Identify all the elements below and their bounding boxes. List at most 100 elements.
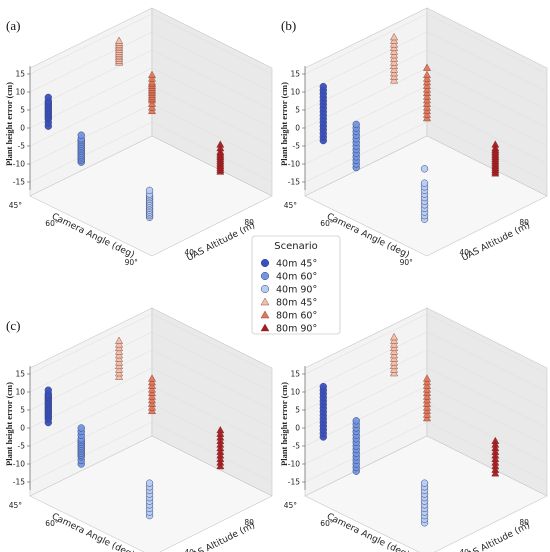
- legend-box: [251, 235, 341, 335]
- data-point: [148, 381, 156, 389]
- data-point: [491, 143, 500, 152]
- data-point: [423, 395, 431, 404]
- y-tick-label: 40: [184, 548, 194, 552]
- data-point: [390, 47, 398, 55]
- data-point: [390, 36, 398, 44]
- z-gridline: [29, 67, 273, 129]
- x-tick-label: 45°: [284, 501, 298, 510]
- data-point: [148, 385, 156, 393]
- data-point: [420, 165, 429, 173]
- data-point: [148, 403, 156, 411]
- data-point: [423, 106, 431, 115]
- z-gridline: [304, 349, 548, 411]
- data-point: [390, 76, 398, 84]
- data-point: [390, 43, 398, 51]
- data-point: [420, 179, 429, 187]
- data-point: [216, 454, 225, 463]
- data-point: [216, 458, 225, 466]
- z-tick-label: 0: [20, 424, 25, 433]
- y-tick-label: 40: [184, 248, 194, 257]
- z-gridline: [304, 121, 548, 183]
- data-point: [423, 81, 431, 89]
- legend-title: Scenario: [274, 241, 317, 252]
- z-gridline: [29, 421, 273, 483]
- data-point: [423, 74, 431, 82]
- z-tick-label: 0: [295, 424, 300, 433]
- data-point: [115, 336, 123, 344]
- data-point: [390, 50, 398, 59]
- data-point: [491, 465, 500, 473]
- data-point: [216, 140, 225, 148]
- data-point: [423, 95, 431, 104]
- x-tick-label: 45°: [9, 201, 23, 210]
- data-point: [423, 77, 431, 86]
- data-point: [491, 469, 500, 477]
- z-axis-title: Plant height error (cm): [4, 82, 14, 166]
- legend-marker-triangle: [260, 323, 270, 332]
- z-tick-label: -15: [288, 178, 300, 187]
- data-point: [216, 436, 225, 445]
- data-point: [390, 54, 398, 62]
- data-point: [423, 70, 431, 79]
- data-point: [491, 436, 500, 445]
- data-point: [390, 365, 398, 373]
- legend-label: 40m 45°: [276, 259, 317, 270]
- data-point: [390, 40, 398, 48]
- data-point: [115, 358, 123, 366]
- z-tick-label: -10: [13, 460, 25, 469]
- data-point: [491, 440, 500, 448]
- z-gridline: [304, 313, 548, 375]
- data-point: [390, 68, 398, 77]
- legend-label: 40m 60°: [276, 272, 317, 283]
- legend-label: 80m 90°: [276, 324, 317, 335]
- data-point: [115, 368, 123, 377]
- z-tick-label: -15: [13, 478, 25, 487]
- data-point: [352, 417, 360, 425]
- data-point: [423, 413, 431, 422]
- data-point: [423, 92, 431, 100]
- z-tick-label: -15: [13, 178, 25, 187]
- z-gridline: [304, 31, 548, 93]
- data-point: [390, 347, 398, 355]
- data-point: [148, 106, 156, 115]
- z-tick-label: -10: [288, 160, 300, 169]
- legend-marker-triangle: [260, 297, 270, 306]
- z-axis-title: Plant height error (cm): [279, 82, 289, 166]
- y-tick-label: 80: [519, 218, 529, 227]
- data-point: [423, 403, 431, 411]
- data-point: [491, 458, 500, 466]
- z-gridline: [304, 421, 548, 483]
- z-gridline: [29, 49, 273, 111]
- data-point: [115, 36, 123, 44]
- x-tick-label: 90°: [400, 258, 414, 267]
- data-point: [423, 63, 431, 71]
- panel-label: (b): [281, 18, 296, 33]
- panel-label: (a): [6, 18, 20, 33]
- data-point: [491, 140, 500, 148]
- z-gridline: [29, 331, 273, 393]
- data-point: [390, 340, 398, 348]
- data-point: [420, 479, 429, 487]
- data-point: [115, 340, 123, 348]
- z-gridline: [29, 367, 273, 429]
- data-point: [423, 99, 431, 107]
- data-point: [216, 143, 225, 152]
- z-tick-label: 5: [295, 106, 300, 115]
- x-tick-label: 60°: [320, 219, 334, 228]
- data-point: [390, 343, 398, 351]
- z-gridline: [304, 49, 548, 111]
- data-point: [148, 392, 156, 400]
- data-point: [390, 361, 398, 370]
- data-point: [423, 103, 431, 111]
- data-point: [319, 82, 327, 91]
- z-gridline: [29, 349, 273, 411]
- legend-label: 80m 60°: [276, 311, 317, 322]
- data-point: [390, 368, 398, 377]
- data-point: [44, 386, 52, 394]
- data-point: [148, 99, 156, 107]
- data-point: [390, 350, 398, 359]
- legend-label: 80m 45°: [276, 298, 317, 309]
